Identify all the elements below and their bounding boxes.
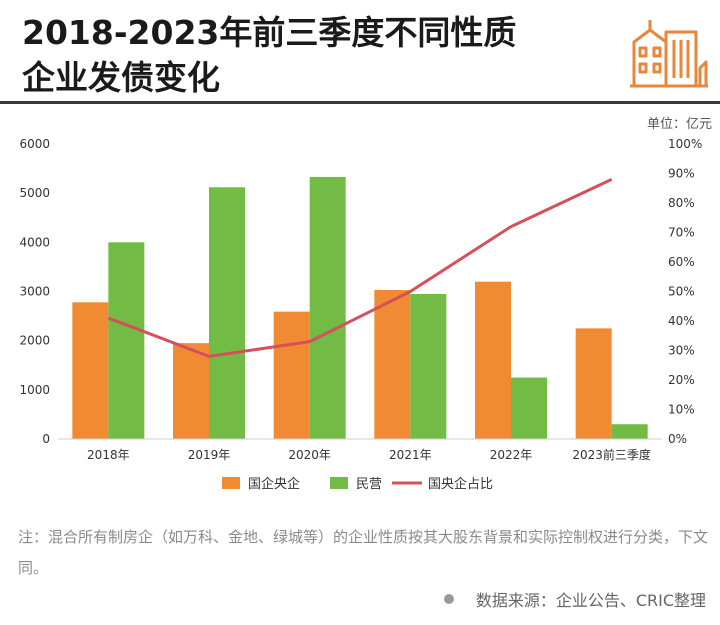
legend-swatch-private [330,477,348,489]
y-right-tick-label: 10% [668,403,695,417]
buildings-icon [628,12,710,94]
y-left-tick-label: 2000 [19,334,50,348]
bullet-icon [443,594,454,604]
y-right-tick-label: 60% [668,255,695,269]
unit-label: 单位：亿元 [646,117,712,132]
bar-soe [173,343,209,439]
y-right-tick-label: 90% [668,167,695,181]
legend-label: 国企央企 [248,476,300,492]
bar-private [611,424,648,439]
y-right-tick-label: 80% [668,196,695,210]
page-title: 2018-2023年前三季度不同性质 企业发债变化 [22,10,622,100]
legend-swatch-soe [222,477,240,489]
y-right-tick-label: 70% [668,226,695,240]
x-tick-label: 2018年 [87,448,130,462]
title-line-1: 2018-2023年前三季度不同性质 [22,13,517,52]
bar-private [410,293,447,439]
bar-soe [374,290,411,439]
x-tick-label: 2019年 [188,448,231,462]
x-tick-label: 2020年 [288,448,331,462]
y-left-tick-label: 6000 [19,137,50,151]
title-line-2: 企业发债变化 [22,58,220,97]
legend-label: 国央企占比 [428,476,493,492]
x-tick-label: 2022年 [490,448,533,462]
y-left-tick-label: 0 [42,432,50,446]
footnote: 注：混合所有制房企（如万科、金地、绿城等）的企业性质按其大股东背景和实际控制权进… [18,528,709,577]
combo-chart: 0 1000 2000 3000 4000 5000 6000 0% 10% 20% 30% 40% 5… [19,137,702,492]
bar-private [309,176,346,440]
bar-soe [72,302,109,439]
y-right-tick-label: 100% [668,137,702,151]
y-right-tick-label: 20% [668,373,695,387]
bar-private [108,242,145,439]
y-right-tick-label: 50% [668,285,695,299]
bar-private [209,187,245,439]
data-source: 数据来源：企业公告、CRIC整理 [443,587,706,611]
y-left-tick-label: 1000 [19,383,50,397]
title-divider [0,101,720,104]
y-right-tick-label: 30% [668,344,695,358]
bar-soe [475,281,511,439]
bar-private [511,377,547,439]
x-tick-label: 2021年 [389,448,432,462]
y-left-tick-label: 4000 [19,235,50,249]
legend-label: 民营 [356,477,382,492]
x-tick-label: 2023前三季度 [572,447,651,462]
y-left-tick-label: 3000 [19,285,50,299]
y-left-tick-label: 5000 [19,186,50,200]
data-source-text: 数据来源：企业公告、CRIC整理 [475,591,706,610]
bar-soe [575,328,612,439]
y-right-tick-label: 0% [668,432,687,446]
bar-soe [273,311,310,439]
y-right-tick-label: 40% [668,314,695,328]
line-soe-share [107,178,613,358]
